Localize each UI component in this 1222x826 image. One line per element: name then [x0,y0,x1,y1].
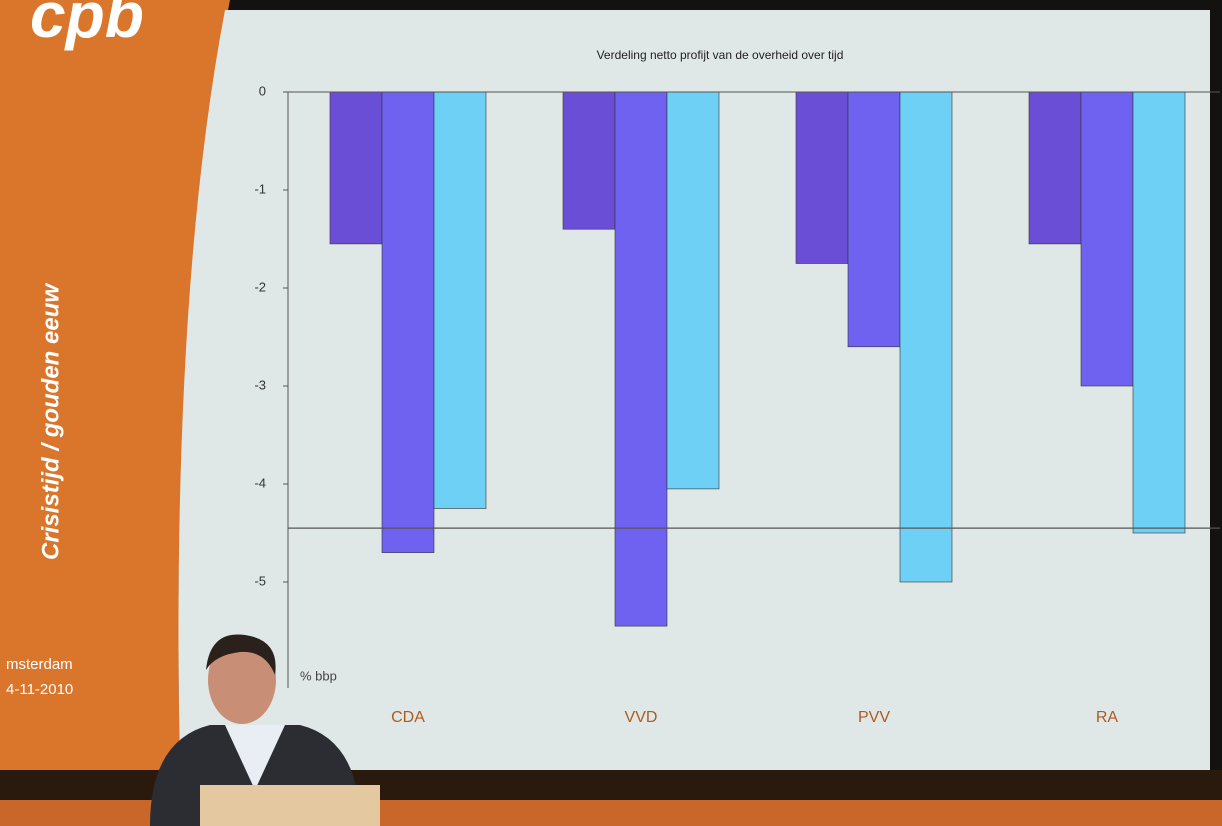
y-tick-label: -3 [254,377,266,392]
y-tick-label: 0 [259,83,266,98]
y-tick-label: -4 [254,475,266,490]
logo: cpb [30,0,144,51]
photo: cpb Crisistijd / gouden eeuw msterdam 4-… [0,0,1222,826]
bar [900,92,952,582]
bar [615,92,667,626]
bar [330,92,382,244]
bar [563,92,615,229]
axis-note: % bbp [300,668,337,683]
x-tick-label: VVD [625,709,658,726]
bar [382,92,434,553]
y-tick-label: -2 [254,279,266,294]
bar [1133,92,1185,533]
bar [796,92,848,264]
bar [434,92,486,509]
x-tick-label: RA [1096,709,1119,726]
place: msterdam [6,656,73,673]
bar [1029,92,1081,244]
y-tick-label: -1 [254,181,266,196]
chart-title: Verdeling netto profijt van de overheid … [597,48,844,62]
lectern [200,785,380,826]
bar [667,92,719,489]
x-tick-label: CDA [391,709,425,726]
y-tick-label: -5 [254,573,266,588]
bar [848,92,900,347]
slogan: Crisistijd / gouden eeuw [37,283,64,560]
x-tick-label: PVV [858,709,890,726]
bar [1081,92,1133,386]
date: 4-11-2010 [6,681,73,698]
